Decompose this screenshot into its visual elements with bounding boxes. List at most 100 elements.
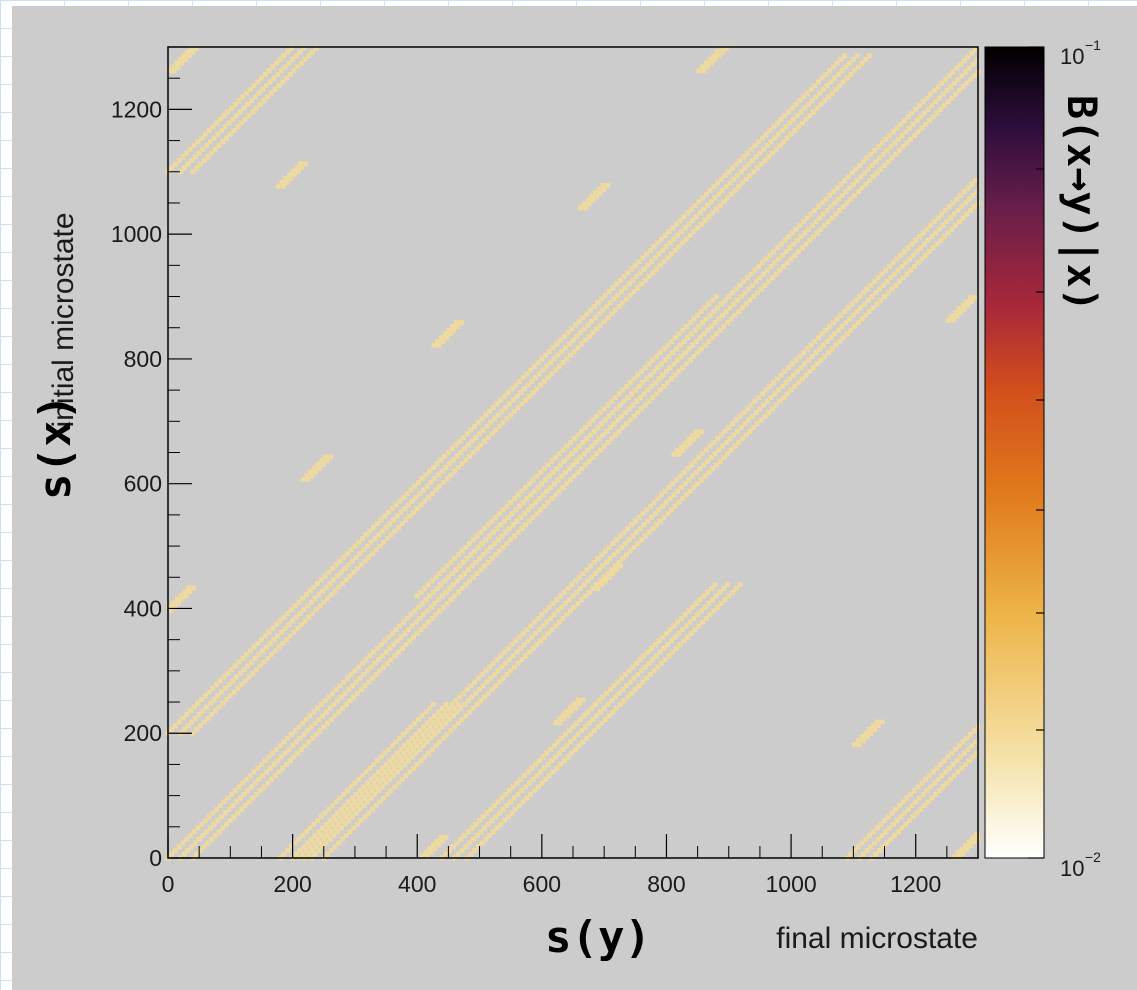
heatmap-cell	[771, 380, 777, 386]
heatmap-cell	[477, 687, 483, 693]
heatmap-cell	[653, 391, 659, 397]
heatmap-cell	[863, 312, 869, 318]
heatmap-cell	[870, 723, 876, 729]
heatmap-cell	[736, 309, 742, 315]
heatmap-cell	[501, 393, 507, 399]
heatmap-cell	[310, 49, 316, 55]
heatmap-cell	[792, 252, 798, 258]
heatmap-cell	[863, 730, 869, 736]
heatmap-cell	[737, 582, 743, 588]
heatmap-cell	[716, 447, 722, 453]
heatmap-cell	[287, 758, 293, 764]
heatmap-cell	[595, 556, 601, 562]
heatmap-cell	[418, 502, 424, 508]
heatmap-cell	[498, 397, 504, 403]
heatmap-cell	[408, 724, 414, 730]
heatmap-cell	[586, 589, 592, 595]
heatmap-cell	[629, 391, 635, 397]
heatmap-cell	[168, 607, 174, 613]
heatmap-cell	[371, 649, 377, 655]
heatmap-cell	[536, 758, 542, 764]
heatmap-cell	[697, 597, 703, 603]
heatmap-cell	[620, 425, 626, 431]
heatmap-cell	[572, 705, 578, 711]
heatmap-cell	[353, 810, 359, 816]
heatmap-cell	[428, 479, 434, 485]
heatmap-cell	[526, 518, 532, 524]
heatmap-cell	[651, 499, 657, 505]
heatmap-cell	[756, 264, 762, 270]
heatmap-cell	[293, 851, 299, 857]
heatmap-cell	[560, 360, 566, 366]
heatmap-cell	[690, 473, 696, 479]
heatmap-cell	[368, 776, 374, 782]
heatmap-cell	[859, 316, 865, 322]
heatmap-cell	[763, 131, 769, 137]
heatmap-cell	[700, 451, 706, 457]
heatmap-cell	[959, 765, 965, 771]
heatmap-cell	[554, 765, 560, 771]
heatmap-cell	[569, 451, 575, 457]
heatmap-cell	[424, 739, 430, 745]
heatmap-cell	[273, 746, 279, 752]
heatmap-cell	[614, 705, 620, 711]
heatmap-cell	[789, 105, 795, 111]
heatmap-cell	[762, 282, 768, 288]
heatmap-cell	[641, 266, 647, 272]
heatmap-cell	[303, 592, 309, 598]
heatmap-cell	[561, 589, 567, 595]
heatmap-cell	[762, 158, 768, 164]
heatmap-cell	[918, 806, 924, 812]
heatmap-cell	[728, 447, 734, 453]
heatmap-cell	[261, 659, 267, 665]
heatmap-cell	[766, 410, 772, 416]
heatmap-cell	[577, 585, 583, 591]
heatmap-cell	[412, 483, 418, 489]
heatmap-cell	[606, 289, 612, 295]
heatmap-cell	[434, 461, 440, 467]
heatmap-cell	[847, 185, 853, 191]
heatmap-cell	[307, 844, 313, 850]
heatmap-cell	[399, 758, 405, 764]
heatmap-cell	[443, 589, 449, 595]
heatmap-cell	[485, 559, 491, 565]
heatmap-cell	[204, 704, 210, 710]
heatmap-cell	[196, 712, 202, 718]
heatmap-cell	[605, 702, 611, 708]
heatmap-cell	[488, 806, 494, 812]
heatmap-cell	[677, 473, 683, 479]
heatmap-cell	[751, 425, 757, 431]
heatmap-cell	[956, 306, 962, 312]
heatmap-cell	[936, 95, 942, 101]
heatmap-cell	[530, 390, 536, 396]
heatmap-cell	[754, 421, 760, 427]
heatmap-cell	[572, 578, 578, 584]
heatmap-cell	[696, 68, 702, 74]
heatmap-cell	[658, 236, 664, 242]
heatmap-cell	[748, 271, 754, 277]
heatmap-cell	[601, 443, 607, 449]
heatmap-cell	[267, 640, 273, 646]
heatmap-cell	[683, 236, 689, 242]
heatmap-cell	[960, 215, 966, 221]
heatmap-cell	[958, 754, 964, 760]
heatmap-cell	[715, 180, 721, 186]
heatmap-cell	[308, 724, 314, 730]
heatmap-cell	[554, 597, 560, 603]
heatmap-cell	[509, 511, 515, 517]
heatmap-cell	[373, 547, 379, 553]
heatmap-cell	[569, 582, 575, 588]
heatmap-cell	[649, 645, 655, 651]
heatmap-cell	[568, 352, 574, 358]
heatmap-cell	[864, 734, 870, 740]
heatmap-cell	[244, 776, 250, 782]
heatmap-cell	[782, 237, 788, 243]
heatmap-cell	[915, 129, 921, 135]
heatmap-cell	[849, 301, 855, 307]
heatmap-cell	[524, 795, 530, 801]
heatmap-cell	[847, 316, 853, 322]
heatmap-cell	[794, 368, 800, 374]
heatmap-cell	[837, 207, 843, 213]
heatmap-cell	[349, 795, 355, 801]
heatmap-cell	[534, 386, 540, 392]
